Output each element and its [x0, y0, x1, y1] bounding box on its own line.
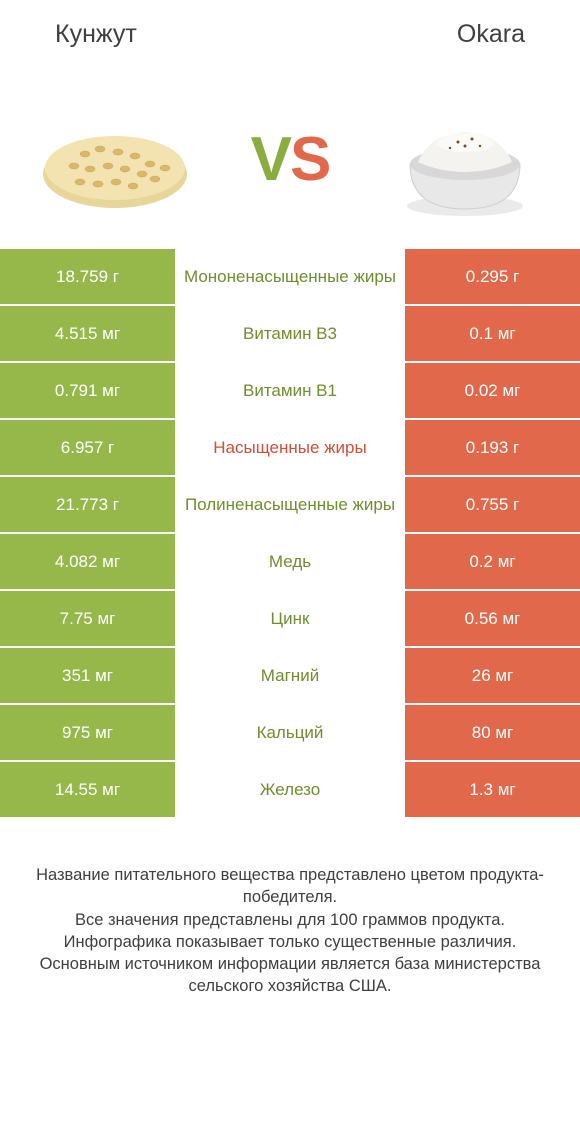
table-row: 18.759 гМононенасыщенные жиры0.295 г [0, 249, 580, 306]
value-right: 0.56 мг [405, 591, 580, 646]
title-left: Кунжут [55, 20, 137, 49]
vs-label: VS [251, 124, 330, 195]
value-right: 0.1 мг [405, 306, 580, 361]
footer-line: Все значения представлены для 100 граммо… [28, 909, 552, 931]
value-left: 18.759 г [0, 249, 175, 304]
nutrient-label: Железо [175, 762, 405, 817]
value-right: 0.193 г [405, 420, 580, 475]
value-left: 975 мг [0, 705, 175, 760]
food-image-left [30, 94, 200, 224]
table-row: 6.957 гНасыщенные жиры0.193 г [0, 420, 580, 477]
nutrient-label: Полиненасыщенные жиры [175, 477, 405, 532]
value-left: 0.791 мг [0, 363, 175, 418]
table-row: 14.55 мгЖелезо1.3 мг [0, 762, 580, 819]
nutrient-label: Кальций [175, 705, 405, 760]
header: Кунжут Okara [0, 0, 580, 59]
value-right: 0.295 г [405, 249, 580, 304]
nutrient-label: Витамин B1 [175, 363, 405, 418]
nutrient-label: Цинк [175, 591, 405, 646]
table-row: 7.75 мгЦинк0.56 мг [0, 591, 580, 648]
table-row: 4.082 мгМедь0.2 мг [0, 534, 580, 591]
value-right: 0.02 мг [405, 363, 580, 418]
nutrient-label: Магний [175, 648, 405, 703]
footer-line: Название питательного вещества представл… [28, 864, 552, 909]
table-row: 21.773 гПолиненасыщенные жиры0.755 г [0, 477, 580, 534]
value-left: 351 мг [0, 648, 175, 703]
footer-note: Название питательного вещества представл… [0, 819, 580, 998]
nutrient-label: Витамин B3 [175, 306, 405, 361]
nutrient-label: Насыщенные жиры [175, 420, 405, 475]
value-left: 4.082 мг [0, 534, 175, 589]
value-left: 21.773 г [0, 477, 175, 532]
value-right: 26 мг [405, 648, 580, 703]
value-left: 14.55 мг [0, 762, 175, 817]
food-image-right [380, 94, 550, 224]
table-row: 0.791 мгВитамин B10.02 мг [0, 363, 580, 420]
image-row: VS [0, 59, 580, 249]
footer-line: Инфографика показывает только существенн… [28, 931, 552, 953]
title-right: Okara [457, 20, 525, 49]
value-left: 6.957 г [0, 420, 175, 475]
comparison-table: 18.759 гМононенасыщенные жиры0.295 г4.51… [0, 249, 580, 819]
vs-s: S [290, 125, 329, 194]
table-row: 4.515 мгВитамин B30.1 мг [0, 306, 580, 363]
value-left: 7.75 мг [0, 591, 175, 646]
value-right: 0.755 г [405, 477, 580, 532]
nutrient-label: Мононенасыщенные жиры [175, 249, 405, 304]
vs-v: V [251, 125, 290, 194]
value-right: 0.2 мг [405, 534, 580, 589]
footer-line: Основным источником информации является … [28, 953, 552, 998]
nutrient-label: Медь [175, 534, 405, 589]
value-right: 80 мг [405, 705, 580, 760]
table-row: 975 мгКальций80 мг [0, 705, 580, 762]
value-left: 4.515 мг [0, 306, 175, 361]
table-row: 351 мгМагний26 мг [0, 648, 580, 705]
value-right: 1.3 мг [405, 762, 580, 817]
